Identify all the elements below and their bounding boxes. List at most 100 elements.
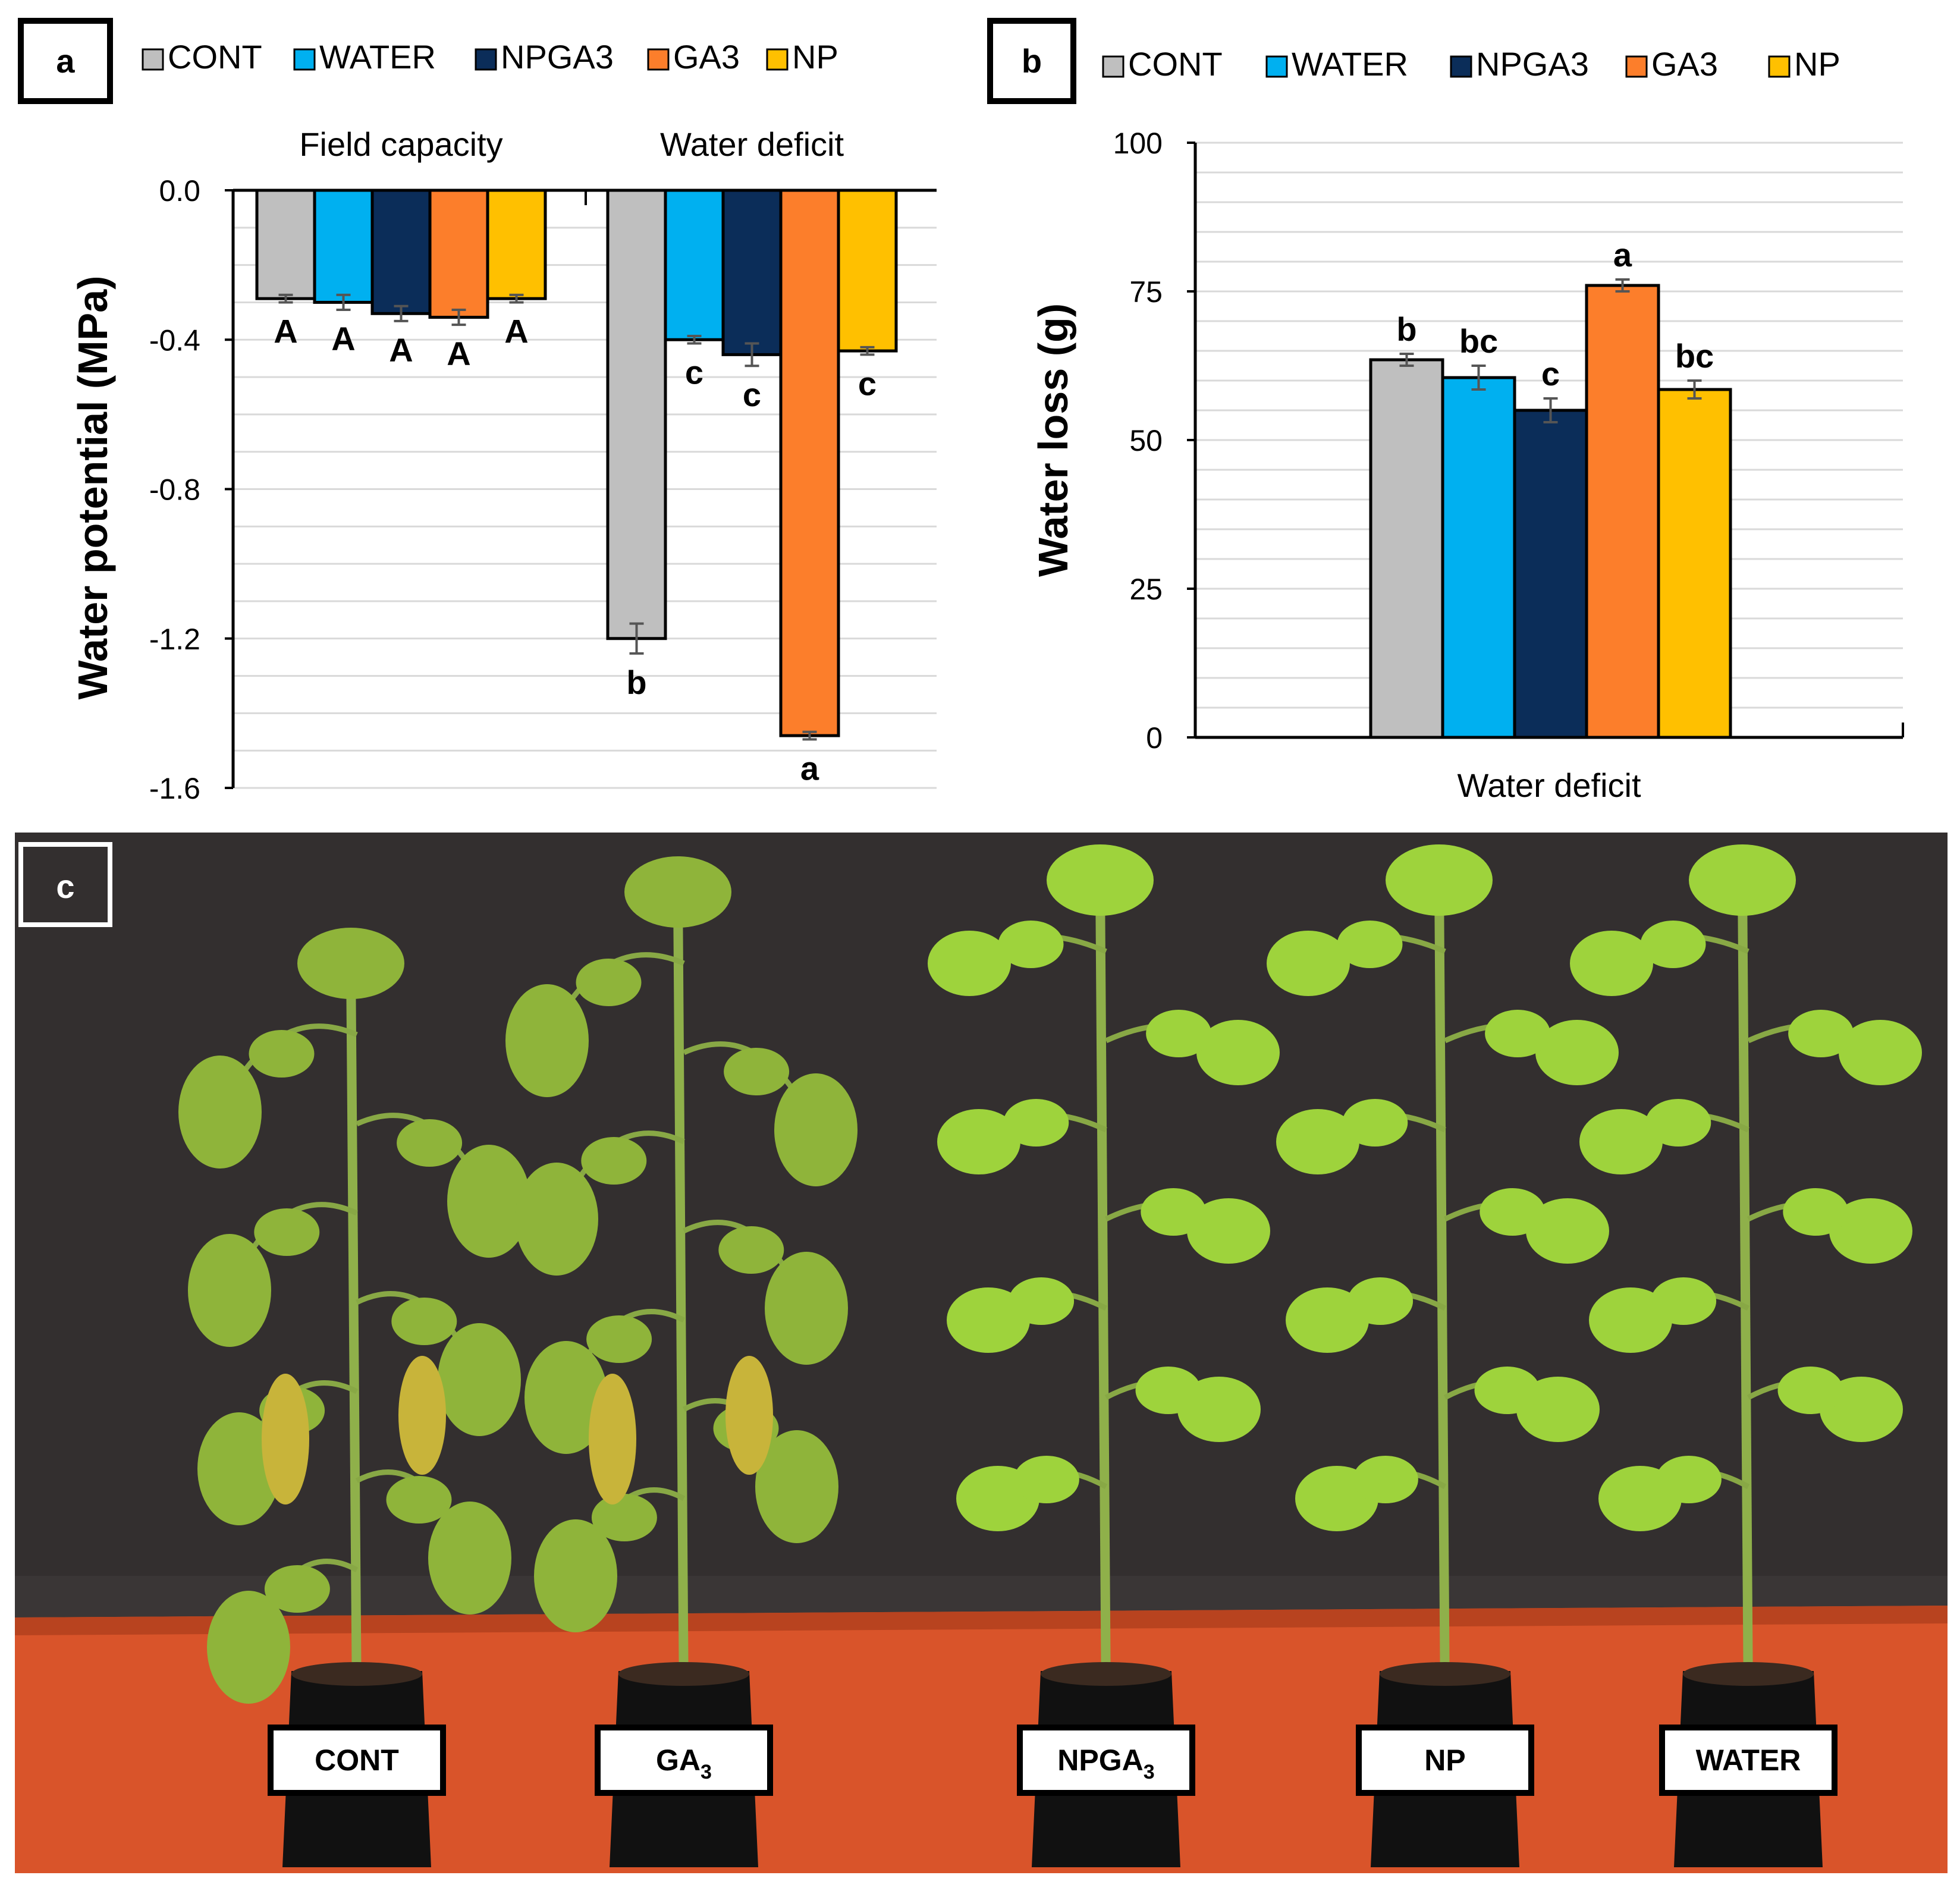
plant-leaf <box>249 1030 315 1078</box>
plant-leaf <box>1135 1367 1201 1414</box>
y-tick-label: 75 <box>1129 275 1163 309</box>
plant-leaf <box>447 1145 530 1258</box>
significance-letter: c <box>685 354 703 391</box>
significance-letter: b <box>626 664 646 701</box>
legend-label-np: NP <box>792 38 838 76</box>
significance-letter: a <box>1613 236 1632 274</box>
plant-leaf <box>1337 921 1403 968</box>
plant-leaf <box>428 1502 511 1615</box>
panel-b-badge <box>987 18 1076 104</box>
pot-soil <box>1041 1662 1171 1686</box>
plant-leaf <box>1348 1277 1414 1325</box>
pot-labels: CONT GA3 NPGA3 NP WATER <box>268 1725 1837 1796</box>
panel-b-letter: b <box>1022 42 1042 80</box>
plant-leaf <box>1141 1188 1207 1236</box>
panel-b-x-axis-title: Water deficit <box>1457 767 1641 804</box>
y-tick-label: 0 <box>1146 721 1163 755</box>
plant-leaf <box>1788 1010 1854 1057</box>
panel-a-y-axis-title: Water potential (MPa) <box>70 276 116 700</box>
pot-label-text: WATER <box>1696 1744 1801 1777</box>
plant-leaf <box>505 984 589 1097</box>
significance-letter: bc <box>1459 322 1498 360</box>
pot-label-text: NP <box>1424 1744 1465 1777</box>
table-edge <box>15 1606 1948 1635</box>
pot-label-box <box>1356 1725 1534 1796</box>
legend-swatch-ga3 <box>1625 55 1648 78</box>
legend-label-cont: CONT <box>168 38 262 76</box>
plant-leaf <box>1276 1109 1359 1174</box>
plant-leaf <box>1656 1456 1722 1503</box>
significance-letter: a <box>800 749 819 787</box>
significance-letter: c <box>858 365 877 402</box>
legend-label-npga3: NPGA3 <box>501 38 614 76</box>
plant-leaf <box>1480 1188 1546 1236</box>
panel-b-legend: CONT WATER NPGA3 GA3 NP <box>1102 45 1840 83</box>
plant-leaf <box>1485 1010 1551 1057</box>
panel-c-letter: c <box>56 868 74 905</box>
bar-0-water <box>313 189 374 304</box>
plant-leaf <box>264 1565 330 1613</box>
plant-leaf <box>1009 1277 1075 1325</box>
legend-label-water: WATER <box>1292 45 1408 83</box>
plant-2 <box>928 844 1280 1867</box>
pot-label-main: CONT <box>315 1744 399 1777</box>
plant-leaf <box>1003 1099 1069 1147</box>
panel-b: b CONT WATER NPGA3 GA3 NP b bc c a bc 100 75 50 25 0… <box>987 18 1904 804</box>
plant-leaf <box>188 1234 271 1347</box>
plant-4 <box>1570 844 1922 1867</box>
plant-leaf <box>928 931 1011 996</box>
plant-leaf <box>1640 921 1706 968</box>
bar-1-ga3 <box>779 189 840 737</box>
panel-c-badge <box>18 842 112 927</box>
plant-stem <box>1095 880 1111 1701</box>
legend-label-np: NP <box>1794 45 1840 83</box>
plant-stem <box>346 963 362 1701</box>
pot-label-box <box>595 1725 773 1796</box>
pot-label-subscript: 3 <box>1144 1761 1155 1783</box>
group-label-1: Water deficit <box>660 125 844 163</box>
panel-a-letter: a <box>56 42 75 80</box>
y-tick-label: -1.2 <box>149 623 200 656</box>
y-tick-label: 50 <box>1129 424 1163 457</box>
y-tick-label: -0.8 <box>149 473 200 507</box>
significance-letter: b <box>1396 310 1416 348</box>
plant-leaf <box>1342 1099 1408 1147</box>
legend-swatch-cont <box>1102 55 1125 78</box>
pot-label-box <box>268 1725 446 1796</box>
plant-leaf <box>998 921 1064 968</box>
plant-leaf <box>534 1519 617 1632</box>
plant-top-leaf <box>624 856 731 928</box>
plant-leaf <box>1777 1367 1843 1414</box>
plant-leaf <box>586 1315 652 1363</box>
plant-leaf <box>1013 1456 1079 1503</box>
significance-letter: bc <box>1675 337 1714 375</box>
legend-label-npga3: NPGA3 <box>1476 45 1589 83</box>
plant-leaf <box>1352 1456 1418 1503</box>
pot-label-box <box>1659 1725 1837 1796</box>
plant-leaf <box>591 1494 657 1541</box>
y-tick-label: -1.6 <box>149 772 200 805</box>
pot-soil <box>1683 1662 1814 1686</box>
pot-label-text: GA3 <box>656 1744 712 1783</box>
bar-1-np <box>837 189 898 353</box>
bar-cont <box>1369 358 1444 739</box>
bar-0-np <box>486 189 547 300</box>
plant-leaf <box>1829 1198 1912 1264</box>
pot-label-subscript: 3 <box>701 1761 712 1783</box>
significance-letter: A <box>331 320 355 357</box>
bar-0-cont <box>255 189 316 300</box>
pot-soil <box>1380 1662 1510 1686</box>
plant-leaf <box>1783 1188 1849 1236</box>
pot-label-text: CONT <box>315 1744 399 1777</box>
plant-leaf <box>755 1430 838 1543</box>
significance-letter: A <box>447 335 470 372</box>
plant-top-leaf <box>1386 844 1493 916</box>
bar-npga3 <box>1513 409 1588 739</box>
plant-stem <box>673 891 689 1701</box>
pot-label-box <box>1017 1725 1195 1796</box>
plant-leaf <box>774 1073 857 1186</box>
pot-label-main: NPGA <box>1057 1744 1143 1777</box>
legend-swatch-cont <box>142 48 164 71</box>
